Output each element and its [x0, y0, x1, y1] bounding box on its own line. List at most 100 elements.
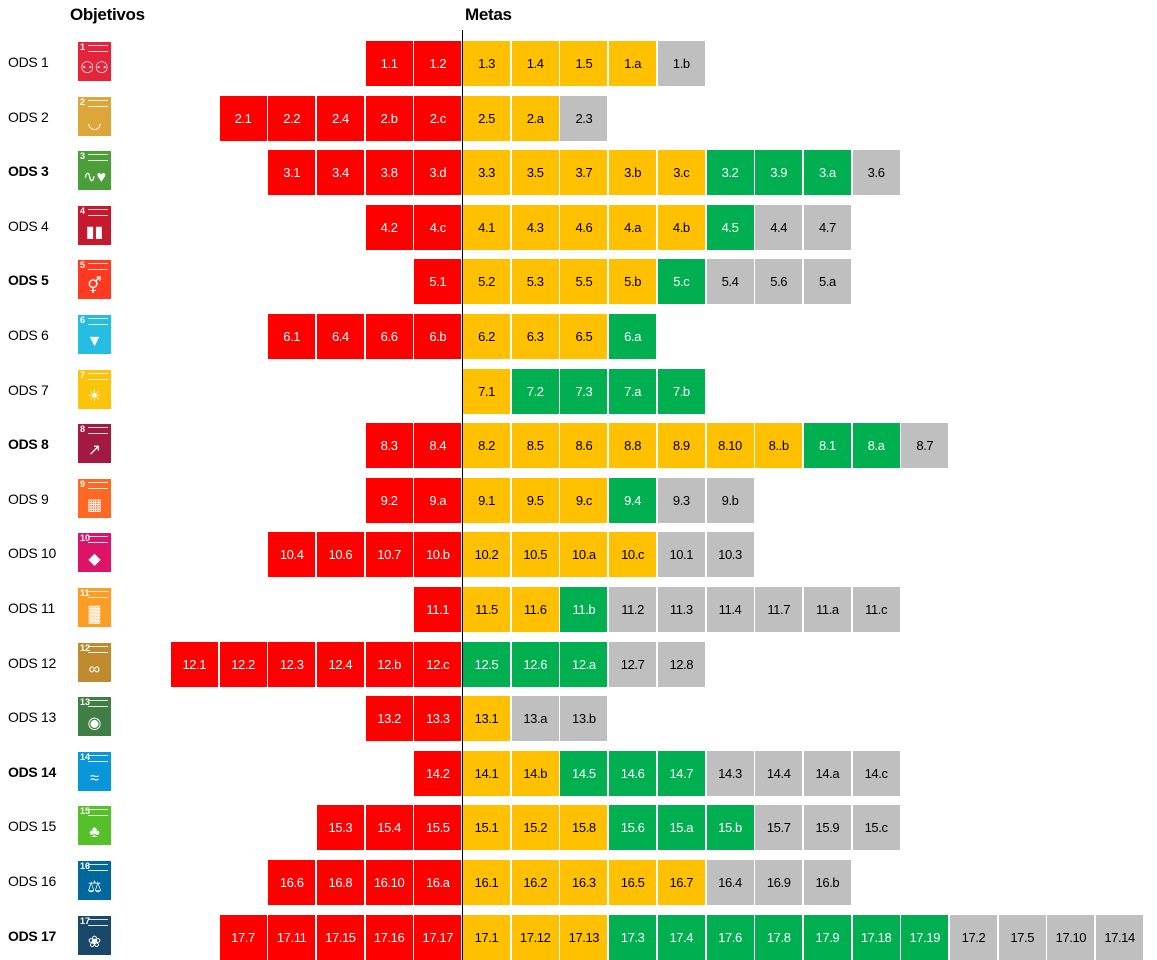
target-cell-yellow: 6.2	[463, 314, 510, 359]
target-cell-green: 3.9	[755, 150, 803, 196]
ods-label: ODS 10	[8, 545, 56, 562]
target-cell-red: 12.b	[365, 641, 413, 687]
target-cell-red: 10.6	[316, 532, 364, 578]
ods-label: ODS 14	[8, 763, 56, 780]
target-cell-red: 4.c	[414, 204, 462, 250]
food-bowl-icon: 2 ◡	[78, 96, 111, 136]
ods-label: ODS 9	[8, 490, 49, 507]
target-cell-red: 1.1	[365, 41, 413, 86]
target-cell-yellow: 4.1	[463, 204, 510, 250]
target-cell-yellow: 4.b	[657, 204, 705, 250]
target-cell-gray: 11.c	[852, 587, 900, 632]
target-cell-yellow: 4.3	[511, 204, 559, 250]
target-cell-red: 3.4	[316, 150, 364, 196]
target-cell-yellow: 6.3	[511, 314, 559, 359]
target-cell-red: 2.c	[414, 95, 462, 141]
target-cell-gray: 15.7	[755, 805, 803, 851]
target-cell-gray: 4.7	[803, 204, 851, 250]
target-cell-yellow: 4.6	[560, 204, 608, 250]
target-cell-yellow: 5.3	[511, 259, 559, 305]
city-icon: 11 ▓	[78, 588, 111, 627]
target-cell-green: 17.3	[609, 914, 657, 960]
people-icon: 1 ⚇⚇	[78, 42, 111, 81]
ods-label: ODS 6	[8, 327, 49, 343]
target-cell-green: 7.a	[609, 368, 657, 414]
gender-icon: 5 ⚥	[78, 260, 111, 300]
target-cell-red: 5.1	[414, 259, 462, 305]
target-cell-red: 12.4	[316, 641, 364, 687]
sdg-row: ODS 4 4 ▮▮ 4.2 4.c 4.1 4.3 4.6 4.a 4.b 4.5 4.4 4.7	[0, 203, 1157, 250]
target-cell-gray: 5.4	[706, 259, 754, 305]
target-cell-red: 12.2	[219, 641, 267, 687]
fish-icon: 14 ≈	[78, 751, 111, 791]
ods-label: ODS 4	[8, 217, 49, 234]
target-cell-gray: 17.2	[950, 914, 997, 960]
target-cell-red: 10.4	[268, 532, 316, 578]
target-cell-red: 17.11	[268, 914, 316, 960]
ods-label: ODS 8	[8, 436, 49, 453]
target-cell-red: 16.6	[268, 860, 316, 905]
sdg-row: ODS 16 16 ⚖ 16.6 16.8 16.10 16.a 16.1 16.2 16.3 16…	[0, 858, 1157, 905]
target-cell-red: 11.1	[414, 587, 462, 632]
target-cell-yellow: 16.7	[657, 860, 705, 905]
target-cell-yellow: 7.1	[463, 368, 510, 414]
target-cell-yellow: 8.10	[706, 423, 754, 469]
target-cell-red: 6.b	[414, 314, 462, 359]
target-cell-red: 3.8	[365, 150, 413, 196]
target-cell-yellow: 14.b	[511, 750, 559, 796]
target-cell-yellow: 1.a	[609, 41, 657, 86]
target-cell-green: 3.2	[706, 150, 754, 196]
target-cell-green: 17.4	[657, 914, 705, 960]
target-cell-green: 15.a	[657, 805, 705, 851]
target-cell-gray: 3.6	[852, 150, 900, 196]
sdg-row: ODS 1 1 ⚇⚇ 1.1 1.2 1.3 1.4 1.5 1.a 1.b	[0, 39, 1157, 86]
sdg-row: ODS 2 2 ◡ 2.1 2.2 2.4 2.b 2.c 2.5 2.a 2.3	[0, 94, 1157, 141]
target-cell-red: 16.8	[316, 860, 364, 905]
target-cell-gray: 9.b	[706, 477, 754, 523]
target-cell-yellow: 16.2	[511, 860, 559, 905]
target-cell-green: 4.5	[706, 204, 754, 250]
target-cell-green: 7.b	[657, 368, 705, 414]
target-cell-yellow: 17.13	[560, 914, 608, 960]
objectives-header: Objetivos	[70, 5, 145, 24]
target-cell-red: 17.7	[219, 914, 267, 960]
target-cell-green: 11.b	[560, 587, 608, 632]
sdg-row: ODS 6 6 ▼ 6.1 6.4 6.6 6.b 6.2 6.3 6.5 6.a	[0, 312, 1157, 359]
dove-icon: 16 ⚖	[78, 861, 111, 900]
target-cell-yellow: 9.c	[560, 477, 608, 523]
target-cell-gray: 10.3	[706, 532, 754, 578]
target-cell-yellow: 2.5	[463, 95, 510, 141]
target-cell-yellow: 3.5	[511, 150, 559, 196]
sun-icon: 7 ☀	[78, 369, 111, 409]
target-cell-red: 10.7	[365, 532, 413, 578]
target-cell-red: 2.2	[268, 95, 316, 141]
target-cell-yellow: 10.2	[463, 532, 510, 578]
target-cell-yellow: 1.5	[560, 41, 608, 86]
sdg-row: ODS 7 7 ☀ 7.1 7.2 7.3 7.a 7.b	[0, 367, 1157, 414]
target-cell-gray: 8.7	[901, 423, 949, 469]
target-cell-gray: 5.6	[755, 259, 803, 305]
target-cell-red: 15.4	[365, 805, 413, 851]
target-cell-red: 9.2	[365, 477, 413, 523]
target-cell-gray: 11.7	[755, 587, 803, 632]
target-cell-green: 14.6	[609, 750, 657, 796]
target-cell-yellow: 1.4	[511, 41, 559, 86]
target-cell-green: 17.8	[755, 914, 803, 960]
sdg-row: ODS 17 17 ❀ 17.7 17.11 17.15 17.16 17.17 17.1 17.…	[0, 913, 1157, 960]
target-cell-yellow: 8.9	[657, 423, 705, 469]
target-cell-gray: 9.3	[657, 477, 705, 523]
book-icon: 4 ▮▮	[78, 205, 111, 245]
target-cell-gray: 12.7	[609, 641, 657, 687]
sdg-row: ODS 9 9 ▦ 9.2 9.a 9.1 9.5 9.c 9.4 9.3 9.b	[0, 476, 1157, 523]
target-cell-yellow: 3.3	[463, 150, 510, 196]
target-cell-gray: 17.5	[998, 914, 1046, 960]
target-cell-yellow: 17.1	[463, 914, 510, 960]
target-cell-yellow: 17.12	[511, 914, 559, 960]
ods-label: ODS 13	[8, 709, 56, 726]
ods-label: ODS 11	[8, 600, 55, 616]
sdg-row: ODS 11 11 ▓ 11.1 11.5 11.6 11.b 11.2 11.3 11.4 11.…	[0, 585, 1157, 632]
target-cell-gray: 17.10	[1047, 914, 1095, 960]
target-cell-red: 6.6	[365, 314, 413, 359]
target-cell-yellow: 11.5	[463, 587, 510, 632]
